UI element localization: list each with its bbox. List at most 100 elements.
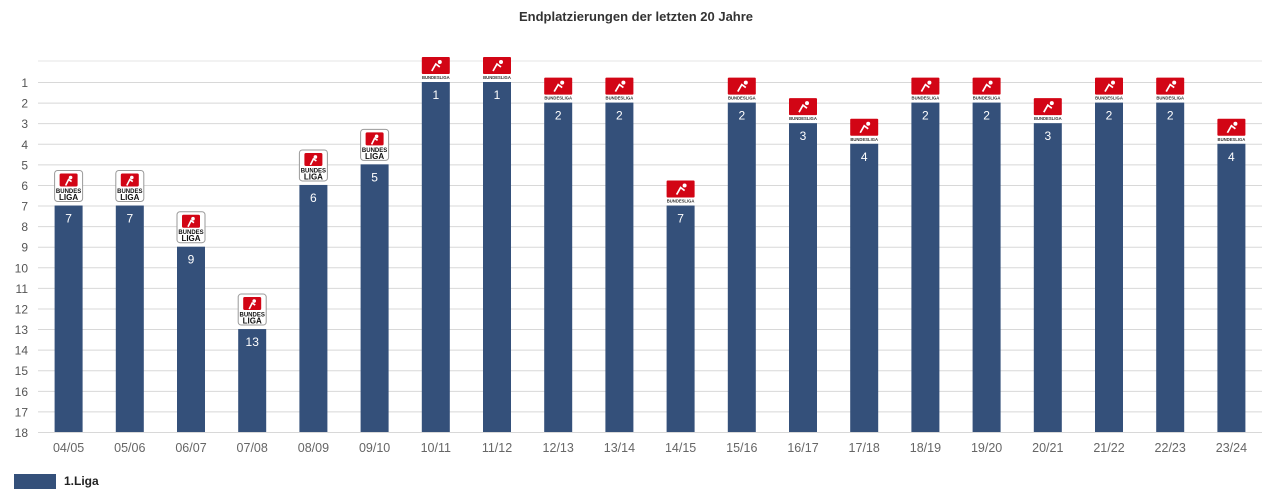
logo-player (309, 157, 317, 166)
logo-ball (743, 80, 748, 85)
bar (1033, 123, 1062, 433)
logo-ball (621, 80, 626, 85)
y-tick-label: 16 (15, 385, 29, 399)
logo-text: BUNDESLIGA (850, 137, 878, 142)
x-tick-label: 12/13 (543, 441, 574, 455)
y-tick-label: 7 (21, 200, 28, 214)
y-tick-label: 2 (21, 97, 28, 111)
bar-value-label: 2 (738, 109, 745, 123)
logo-player (492, 62, 502, 72)
bundesliga-logo-icon: BUNDESLIGA (544, 77, 573, 101)
x-tick-label: 18/19 (910, 441, 941, 455)
logo-text-line2: LIGA (181, 234, 200, 243)
logo-player (553, 83, 563, 93)
bar (544, 102, 573, 433)
bar-value-label: 3 (1044, 129, 1051, 143)
bundesliga-logo-icon: BUNDESLIGA (237, 293, 267, 326)
logo-ball (927, 80, 932, 85)
logo-ball (130, 175, 134, 180)
bar-value-label: 7 (65, 212, 72, 226)
logo-text: BUNDESLIGA (483, 75, 511, 80)
logo-ball (1172, 80, 1177, 85)
bar (972, 102, 1001, 433)
y-tick-label: 11 (16, 282, 29, 296)
logo-ball (252, 299, 256, 303)
bundesliga-logo-icon: BUNDESLIGA (972, 77, 1001, 101)
logo-ball (560, 80, 565, 85)
logo-player (1226, 124, 1236, 134)
logo-text: BUNDESLIGA (973, 96, 1001, 101)
logo-text-line2: LIGA (304, 172, 323, 181)
x-tick-label: 09/10 (359, 441, 390, 455)
bundesliga-logo-icon: BUNDESLIGA (727, 77, 756, 101)
x-tick-label: 22/23 (1155, 441, 1186, 455)
logo-player (1104, 83, 1114, 93)
y-tick-label: 12 (15, 302, 29, 316)
logo-text-line2: LIGA (243, 317, 262, 326)
bar (1217, 143, 1246, 432)
logo-player (431, 62, 441, 72)
bar-value-label: 4 (861, 150, 868, 164)
logo-text-line1: BUNDES (301, 168, 326, 174)
logo-ball (499, 60, 503, 64)
y-tick-label: 5 (21, 158, 28, 172)
bundesliga-logo-icon: BUNDESLIGA (360, 128, 390, 161)
x-tick-label: 20/21 (1032, 441, 1063, 455)
chart-legend[interactable]: 1.Liga (14, 472, 99, 490)
logo-player (737, 83, 747, 93)
logo-player (1043, 103, 1053, 113)
logo-player (1165, 83, 1175, 93)
x-tick-label: 05/06 (114, 441, 145, 455)
logo-ball (374, 134, 379, 139)
logo-player (248, 301, 256, 310)
logo-text: BUNDESLIGA (606, 96, 634, 101)
y-tick-label: 17 (15, 405, 29, 419)
x-tick-label: 07/08 (237, 441, 268, 455)
logo-text-line2: LIGA (365, 152, 384, 161)
logo-player (675, 186, 686, 195)
logo-ball (988, 80, 993, 85)
bar-value-label: 5 (371, 170, 378, 184)
bar (605, 102, 634, 433)
logo-text: BUNDESLIGA (728, 96, 756, 101)
bar (54, 205, 83, 432)
logo-player (370, 137, 379, 145)
bundesliga-logo-icon: BUNDESLIGA (1156, 77, 1185, 101)
x-tick-label: 11/12 (482, 441, 512, 455)
bundesliga-logo-icon: BUNDESLIGA (850, 118, 879, 142)
x-tick-label: 04/05 (53, 441, 84, 455)
logo-player (981, 83, 992, 93)
x-tick-label: 15/16 (726, 441, 757, 455)
logo-text-line1: BUNDES (362, 148, 387, 154)
logo-ball (805, 101, 809, 106)
logo-player (126, 178, 134, 186)
logo-ball (1049, 101, 1054, 106)
bar-value-label: 4 (1228, 150, 1235, 164)
logo-ball (866, 121, 871, 126)
y-tick-label: 3 (21, 117, 28, 131)
bundesliga-logo-icon: BUNDESLIGA (1217, 118, 1246, 142)
bundesliga-logo-icon: BUNDESLIGA (176, 211, 206, 244)
y-tick-label: 4 (21, 138, 28, 152)
bar-value-label: 2 (616, 109, 623, 123)
bundesliga-logo-icon: BUNDESLIGA (298, 149, 328, 182)
x-tick-label: 10/11 (421, 441, 451, 455)
y-tick-label: 1 (21, 76, 28, 90)
logo-text-line2: LIGA (59, 193, 78, 202)
logo-ball (437, 60, 442, 64)
x-tick-label: 14/15 (665, 441, 696, 455)
x-tick-label: 17/18 (849, 441, 880, 455)
logo-player (64, 178, 73, 186)
logo-player (614, 83, 624, 93)
logo-text: BUNDESLIGA (422, 75, 450, 80)
y-tick-label: 10 (15, 261, 29, 275)
logo-text-line2: LIGA (120, 193, 139, 202)
bar-value-label: 6 (310, 191, 317, 205)
bar (1156, 102, 1185, 433)
bundesliga-logo-icon: BUNDESLIGA (911, 77, 940, 101)
bar-value-label: 2 (555, 109, 562, 123)
y-tick-label: 18 (15, 426, 29, 440)
bundesliga-logo-icon: BUNDESLIGA (605, 77, 634, 101)
logo-player (798, 103, 808, 113)
